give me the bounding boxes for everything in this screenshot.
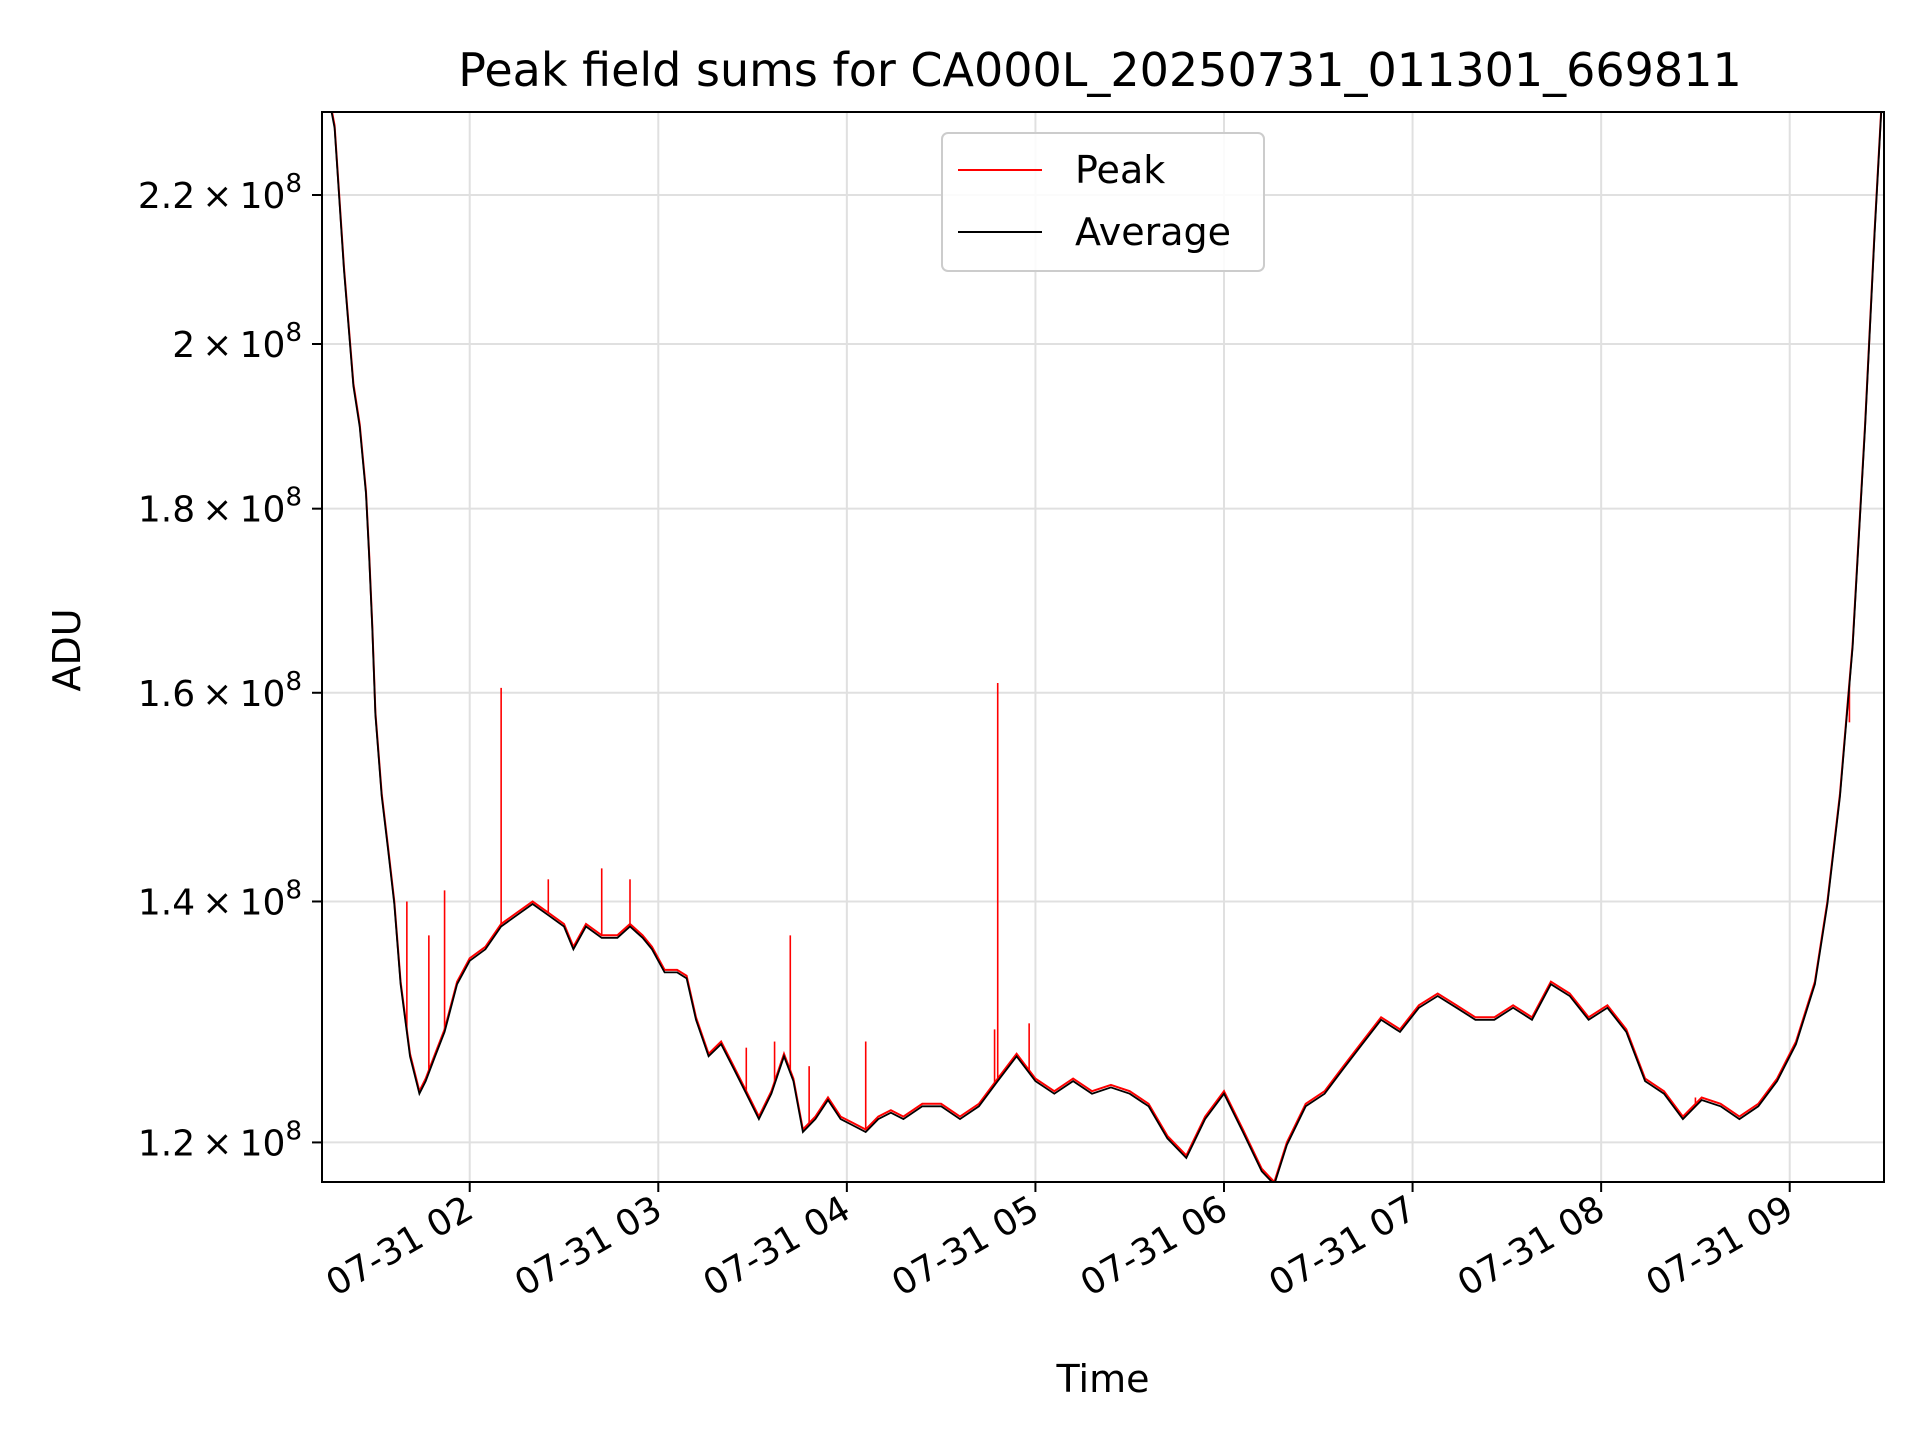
y-tick-label: 1.4 × 108 bbox=[138, 875, 302, 923]
legend-box bbox=[941, 132, 1265, 272]
x-tick-label: 07-31 04 bbox=[697, 1188, 858, 1304]
y-tick-label: 1.6 × 108 bbox=[138, 667, 302, 715]
x-tick-label: 07-31 03 bbox=[508, 1188, 669, 1304]
plot-area bbox=[330, 112, 1883, 1182]
x-tick-label: 07-31 05 bbox=[885, 1188, 1046, 1304]
x-axis: 07-31 02 07-31 03 07-31 04 07-31 05 07-31 06… bbox=[320, 1182, 1801, 1305]
series-line-peak bbox=[331, 112, 1883, 1182]
axes-frame bbox=[321, 111, 1885, 1183]
grid bbox=[322, 112, 1884, 1182]
x-tick-label: 07-31 08 bbox=[1451, 1188, 1612, 1304]
x-tick-label: 07-31 02 bbox=[320, 1188, 481, 1304]
y-axis-label: ADU bbox=[45, 608, 89, 691]
y-tick-label: 2 × 108 bbox=[172, 318, 302, 366]
series-line-average bbox=[330, 112, 1883, 1182]
legend-label-average: Average bbox=[1075, 210, 1231, 254]
y-axis: 1.2 × 108 1.4 × 108 1.6 × 108 1.8 × 108 2 × … bbox=[138, 169, 322, 1164]
x-axis-label: Time bbox=[1056, 1357, 1150, 1401]
y-tick-label: 1.2 × 108 bbox=[138, 1116, 302, 1164]
legend: Peak Average bbox=[941, 132, 1265, 272]
x-tick-label: 07-31 06 bbox=[1074, 1188, 1235, 1304]
y-tick-label: 1.8 × 108 bbox=[138, 483, 302, 531]
y-tick-label: 2.2 × 108 bbox=[138, 169, 302, 217]
legend-label-peak: Peak bbox=[1075, 148, 1165, 192]
chart-title: Peak field sums for CA000L_20250731_0113… bbox=[458, 43, 1741, 97]
x-tick-label: 07-31 07 bbox=[1262, 1188, 1423, 1304]
x-tick-label: 07-31 09 bbox=[1640, 1188, 1801, 1304]
